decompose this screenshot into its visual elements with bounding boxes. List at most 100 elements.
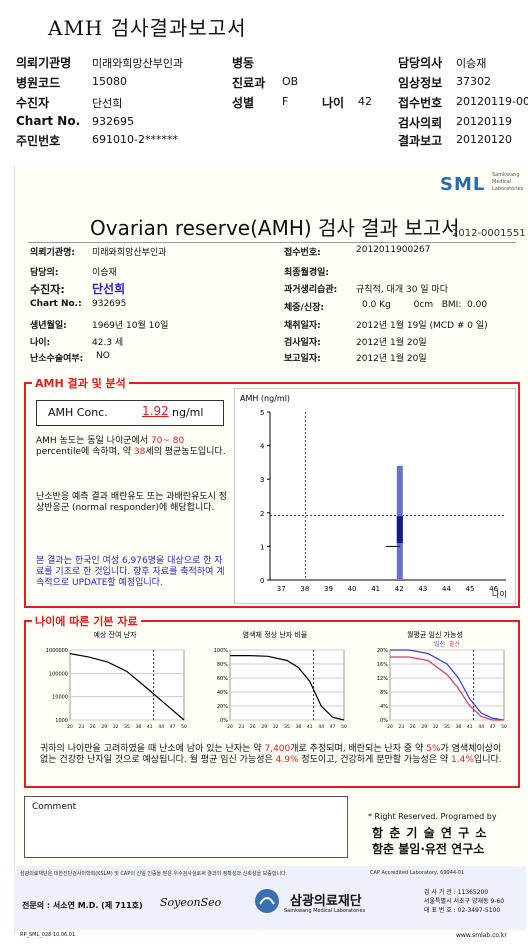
info-value-collected: 2012년 1월 19일 (MCD # 0 일) (356, 321, 488, 331)
mini-chart-x-tick-label: 35 (124, 724, 130, 730)
mini-chart-x-tick-label: 23 (79, 724, 85, 730)
info-value-cycle: 규칙적, 대개 30 일 마다 (356, 285, 448, 295)
mini-chart-x-tick-label: 50 (501, 724, 507, 730)
info-label-age: 나이: (30, 338, 51, 348)
mini-chart-x-tick-label: 38 (136, 724, 142, 730)
mini-chart-x-tick-label: 44 (478, 724, 484, 730)
mini-chart-x-tick-label: 41 (147, 724, 153, 730)
delivery-pct: 1.4% (451, 755, 474, 765)
info-label-birth: 생년월일: (30, 321, 67, 331)
label-resident-no: 주민번호 (16, 134, 61, 148)
mini-chart-x-tick-label: 44 (318, 724, 324, 730)
label-patient: 수진자 (16, 96, 50, 110)
mini-chart-x-tick-label: 32 (433, 724, 439, 730)
value-resident-no: 691010-2****** (92, 133, 178, 146)
mini-chart-y-tick-label: 16% (377, 662, 388, 668)
mini-chart-x-tick-label: 47 (170, 724, 176, 730)
mini-chart-y-tick-label: 1000000 (46, 648, 68, 654)
mini-chart-y-tick-label: 8% (380, 690, 388, 696)
mini-chart-x-tick-label: 26 (410, 724, 416, 730)
amh-y-tick-label: 1 (260, 543, 264, 551)
sml-logo-sub: Samkwang Medical Laboratories (492, 172, 524, 192)
foundation-name-en: Samkwang Medical Laboratories (284, 908, 366, 914)
age-section-title: 나이에 따른 기본 자료 (32, 613, 141, 629)
amh-x-tick-label: 43 (418, 585, 427, 593)
mini-chart-x-tick-label: 38 (456, 724, 462, 730)
amh-y-tick-label: 3 (260, 476, 264, 484)
value-chart-no: 932695 (92, 115, 134, 128)
label-clinical-info: 임상정보 (398, 76, 443, 90)
amh-data-note: 본 결과는 한국인 여성 6,976명을 대상으로 한 자료를 기초로 한 것입… (36, 556, 225, 588)
amh-x-tick-label: 44 (442, 585, 451, 593)
label-hospital-code: 병원코드 (16, 76, 61, 90)
value-request-date: 20120119 (456, 115, 512, 128)
amh-x-tick-label: 37 (277, 585, 286, 593)
info-value-surgery: NO (96, 351, 110, 361)
value-patient: 단선희 (92, 97, 123, 110)
info-label-receipt: 접수번호: (284, 248, 321, 258)
equivalent-age: 38 (133, 447, 146, 457)
mini-chart-x-tick-label: 29 (261, 724, 267, 730)
mini-chart-x-tick-label: 23 (239, 724, 245, 730)
org-name-1: 함 춘 기 술 연 구 소 (372, 826, 488, 840)
label-ward: 병동 (232, 56, 255, 70)
foundation-logo-icon (255, 889, 279, 913)
percentile-range: 70~ 80 (150, 436, 185, 446)
mini-chart-frame (389, 649, 505, 721)
info-value-reported: 2012년 1월 20일 (356, 354, 427, 364)
page-title: AMH 검사결과보고서 (48, 16, 247, 40)
footer-note: 삼광의료재단은 대한진단검사의학회(KSLM) 및 CAP의 신임 인증을 받은… (20, 871, 288, 877)
info-value-age: 42.3 세 (92, 338, 124, 348)
title-divider (28, 242, 516, 243)
value-age: 42 (358, 95, 372, 108)
amh-interpretation: AMH 농도는 동일 나이군에서 70~ 80 percentile에 속하며,… (36, 436, 226, 457)
cap-line: CAP Accredited Laboratory, 69944-01 (370, 870, 465, 876)
amh-x-tick-label: 39 (324, 585, 333, 593)
rights-line: * Right Reserved. Programed by (368, 812, 497, 821)
mini-chart-x-tick-label: 23 (399, 724, 405, 730)
mini-chart-x-tick-label: 32 (273, 724, 279, 730)
mini-chart-x-tick-label: 38 (296, 724, 302, 730)
comment-box (24, 796, 348, 858)
amh-iqr-bar (396, 516, 403, 544)
amh-x-tick-label: 46 (489, 585, 498, 593)
mini-chart-x-tick-label: 20 (227, 724, 233, 730)
info-label-institution: 의뢰기관명: (30, 248, 75, 258)
amh-x-tick-label: 45 (466, 585, 475, 593)
amh-conc-label: AMH Conc. (48, 406, 108, 419)
amh-y-tick-label: 5 (260, 409, 264, 417)
age-summary: 귀하의 나이만을 고려하였을 때 난소에 남아 있는 난자는 약 7,400개로… (40, 744, 502, 765)
amh-x-tick-label: 41 (371, 585, 380, 593)
info-label-lmp: 최종월경일: (284, 268, 329, 278)
amh-x-tick-label: 40 (348, 585, 357, 593)
website: www.smlab.co.kr (456, 932, 507, 939)
mini-chart-chromosome: 염색체 정상 난자 비율 100% 80% 60% 40% 20% 0%20 23 26 29 32… (214, 630, 347, 730)
mini-chart-x-tick-label: 29 (421, 724, 427, 730)
info-value-patient: 단선희 (92, 282, 126, 296)
amh-conc-box (36, 400, 224, 426)
value-institution: 미래와희망산부인과 (92, 57, 184, 70)
info-value-body: 0.0 Kg 0cm BMI: 0.00 (362, 300, 488, 310)
label-request-date: 검사의뢰 (398, 116, 443, 130)
mini-chart-y-tick-label: 60% (217, 676, 228, 682)
info-label-collected: 채취일자: (284, 321, 321, 331)
mini-chart-y-tick-label: 80% (217, 662, 228, 668)
signature: SoyeonSeo (160, 896, 222, 909)
label-age: 나이 (322, 96, 345, 110)
contact-info: 검 사 기 관 : 11365200 서울특별시 서초구 양재동 9-60 대 표 … (424, 889, 505, 914)
mini-chart-x-tick-label: 35 (284, 724, 290, 730)
monthly-pct: 4.9% (275, 755, 299, 765)
amh-chart-ylabel: AMH (ng/ml) (240, 394, 290, 403)
mini-chart-x-tick-label: 26 (90, 724, 96, 730)
value-doctor: 이승재 (456, 57, 487, 70)
mini-chart-series-line (69, 653, 185, 721)
mini-chart-x-tick-label: 41 (307, 724, 313, 730)
info-label-patient: 수진자: (30, 283, 65, 296)
info-value-institution: 미래와희망산부인과 (92, 248, 167, 258)
mini-chart-legend: 임신 (434, 640, 445, 648)
info-value-birth: 1969년 10월 10일 (92, 321, 169, 331)
info-label-chart-no: Chart No.: (30, 299, 82, 309)
info-value-doctor: 이승재 (92, 268, 117, 278)
